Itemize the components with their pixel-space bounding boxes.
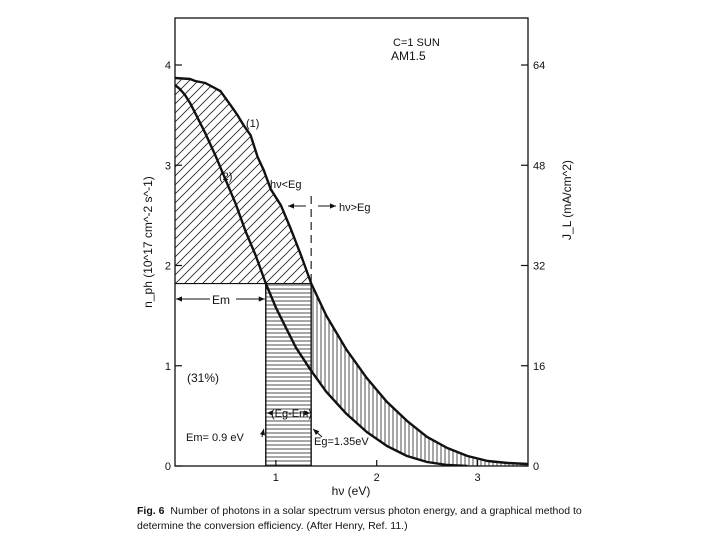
annotation-eg-value: Eg=1.35eV <box>314 436 369 448</box>
curves <box>175 76 528 466</box>
region-hv-above-eg <box>311 283 528 466</box>
annotations: C=1 SUN AM1.5 (1) (2) hν<Eg hν>Eg Em (31… <box>176 37 440 448</box>
annotation-eg-minus-em: (Eg-Em) <box>271 408 312 420</box>
y-tick-label-left: 1 <box>165 361 171 373</box>
y-axis-label-right: J_L (mA/cm^2) <box>560 160 574 240</box>
arrow-head <box>330 203 336 209</box>
x-axis-label: hν (eV) <box>332 484 371 498</box>
arrow-head <box>258 296 265 302</box>
caption-text: Number of photons in a solar spectrum ve… <box>137 505 582 532</box>
y-tick-label-right: 16 <box>533 361 545 373</box>
shaded-regions <box>175 78 528 466</box>
curve-2-label: (2) <box>219 171 232 183</box>
annotation-sun: C=1 SUN <box>393 37 440 49</box>
y-tick-label-left: 4 <box>165 60 171 72</box>
annotation-hv-above-eg: hν>Eg <box>339 202 371 214</box>
arrow-head <box>176 296 182 302</box>
annotation-em: Em <box>212 293 230 307</box>
y-tick-label-left: 2 <box>165 261 171 273</box>
region-hv-below-eg <box>175 78 312 284</box>
x-tick-label: 3 <box>475 472 481 484</box>
arrow-head <box>266 410 273 416</box>
y-tick-label-right: 48 <box>533 160 545 172</box>
x-tick-label: 1 <box>273 472 279 484</box>
y-tick-label-left: 3 <box>165 160 171 172</box>
annotation-efficiency: (31%) <box>187 371 219 385</box>
y-axis-label-left: n_ph (10^17 cm^-2 s^-1) <box>141 176 155 308</box>
plot-frame <box>174 17 529 467</box>
arrow-head <box>259 429 266 436</box>
y-tick-label-right: 64 <box>533 60 545 72</box>
axes: 1 2 3 0 1 2 3 4 0 16 32 48 64 <box>165 60 545 484</box>
series-line-2 <box>175 84 468 466</box>
series-line-1 <box>175 76 528 466</box>
annotation-hv-below-eg: hν<Eg <box>270 179 302 191</box>
region-eg-minus-em <box>265 283 312 466</box>
arrow-head <box>313 429 320 435</box>
annotation-em-value: Em= 0.9 eV <box>186 432 244 444</box>
annotation-am: AM1.5 <box>391 49 426 63</box>
arrow-head <box>288 203 294 209</box>
y-tick-label-right: 32 <box>533 261 545 273</box>
caption-label: Fig. 6 <box>137 505 165 517</box>
annotation-arrows <box>176 203 336 438</box>
x-tick-label: 2 <box>374 472 380 484</box>
curve-1-label: (1) <box>246 118 259 130</box>
y-tick-label-right: 0 <box>533 461 539 473</box>
y-tick-label-left: 0 <box>165 461 171 473</box>
arrow-head <box>304 410 311 416</box>
guide-lines <box>175 196 312 466</box>
figure-caption: Fig. 6 Number of photons in a solar spect… <box>137 504 607 534</box>
